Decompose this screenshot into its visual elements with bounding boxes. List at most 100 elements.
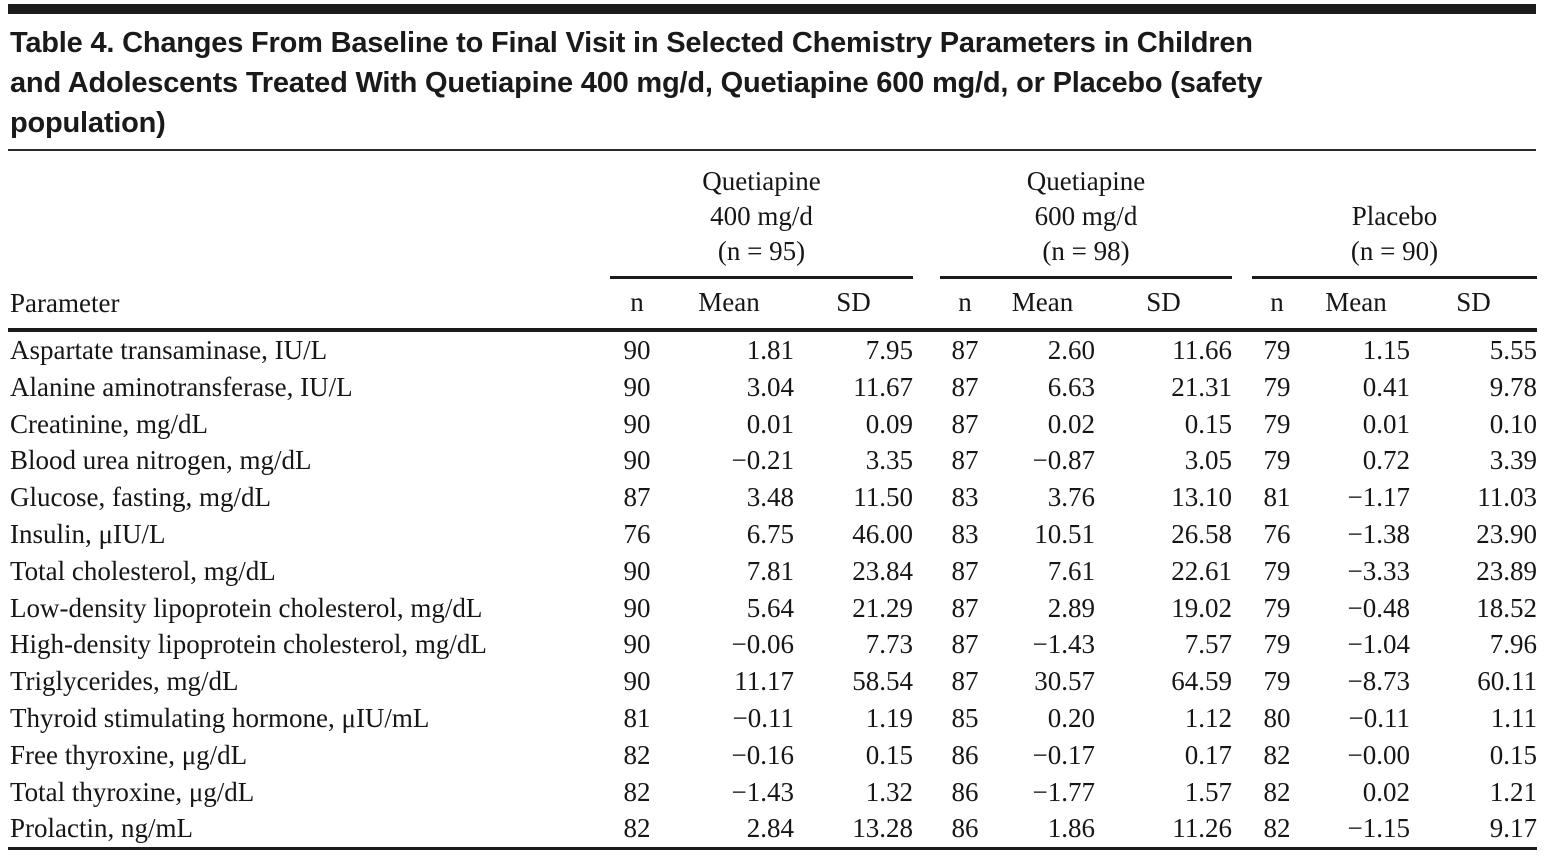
column-gap bbox=[1232, 663, 1252, 700]
value-cell: 80 bbox=[1263, 702, 1291, 733]
value-cell: 90 bbox=[623, 629, 651, 660]
value-cell: 2.60 bbox=[1047, 335, 1095, 365]
value-cell: 1.12 bbox=[1184, 702, 1232, 733]
value-cell: 11.17 bbox=[734, 666, 794, 697]
value-cell: 90 bbox=[623, 592, 651, 623]
value-cell: 23.90 bbox=[1476, 518, 1538, 549]
column-gap bbox=[1232, 479, 1252, 516]
value-cell: −0.17 bbox=[1032, 739, 1095, 770]
value-cell: 11.03 bbox=[1477, 482, 1538, 513]
value-cell: 86 bbox=[940, 810, 990, 851]
value-cell: 87 bbox=[951, 335, 979, 365]
value-cell: 1.19 bbox=[865, 702, 913, 733]
group-header-row: Parameter Quetiapine 400 mg/d (n = 95) Q… bbox=[8, 163, 1538, 332]
col-header-n: n bbox=[610, 277, 664, 332]
column-gap bbox=[913, 330, 940, 369]
table-row: Triglycerides, mg/dL 90 11.17 58.54 87 30.57 6… bbox=[8, 663, 1537, 700]
col-header-sd: SD bbox=[794, 277, 913, 332]
value-cell: 30.57 bbox=[1034, 666, 1095, 697]
parameter-cell: Low-density lipoprotein cholesterol, mg/… bbox=[10, 592, 483, 623]
parameter-cell: Glucose, fasting, mg/dL bbox=[10, 482, 271, 513]
column-gap bbox=[1232, 626, 1252, 663]
column-gap bbox=[1232, 369, 1252, 406]
parameter-cell: Creatinine, mg/dL bbox=[10, 408, 208, 439]
value-cell: 7.81 bbox=[746, 555, 794, 586]
value-cell: 18.52 bbox=[1476, 592, 1538, 623]
chemistry-table: Parameter Quetiapine 400 mg/d (n = 95) Q… bbox=[8, 163, 1538, 851]
column-gap bbox=[1232, 163, 1252, 278]
value-cell: 87 bbox=[951, 371, 979, 402]
value-cell: 90 bbox=[623, 445, 651, 476]
group-header-line: 400 mg/d bbox=[710, 201, 813, 231]
column-gap bbox=[913, 277, 940, 332]
parameter-cell: High-density lipoprotein cholesterol, mg… bbox=[10, 629, 487, 660]
table-row: Aspartate transaminase, IU/L 90 1.81 7.95 87… bbox=[8, 330, 1537, 369]
column-gap bbox=[1232, 700, 1252, 737]
value-cell: 6.75 bbox=[746, 518, 794, 549]
value-cell: −1.17 bbox=[1347, 482, 1410, 513]
column-gap bbox=[1232, 810, 1252, 851]
table-row: Free thyroxine, μg/dL 82 −0.16 0.15 86 −0.17 0… bbox=[8, 737, 1537, 774]
column-gap bbox=[913, 700, 940, 737]
value-cell: 13.10 bbox=[1171, 482, 1232, 513]
value-cell: 21.31 bbox=[1171, 371, 1232, 402]
title-line: population) bbox=[10, 107, 166, 139]
column-gap bbox=[913, 369, 940, 406]
group-header-line: Placebo bbox=[1351, 201, 1438, 231]
value-cell: −8.73 bbox=[1347, 666, 1410, 697]
table-row: Total thyroxine, μg/dL 82 −1.43 1.32 86 −1.77… bbox=[8, 774, 1537, 811]
value-cell: 0.41 bbox=[1362, 371, 1410, 402]
col-header-mean: Mean bbox=[990, 277, 1095, 332]
value-cell: 90 bbox=[623, 335, 651, 365]
value-cell: 87 bbox=[951, 592, 979, 623]
column-gap bbox=[913, 406, 940, 443]
parameter-cell: Aspartate transaminase, IU/L bbox=[10, 335, 328, 365]
value-cell: 11.50 bbox=[853, 482, 913, 513]
value-cell: 60.11 bbox=[1477, 666, 1538, 697]
parameter-cell: Blood urea nitrogen, mg/dL bbox=[10, 445, 312, 476]
value-cell: 3.05 bbox=[1184, 445, 1232, 476]
value-cell: 1.11 bbox=[1490, 702, 1538, 733]
value-cell: 81 bbox=[623, 702, 651, 733]
group-header-quetiapine-600: Quetiapine 600 mg/d (n = 98) bbox=[940, 163, 1232, 279]
value-cell: 1.86 bbox=[990, 810, 1095, 851]
value-cell: −0.11 bbox=[1348, 702, 1410, 733]
value-cell: 87 bbox=[951, 408, 979, 439]
value-cell: 85 bbox=[951, 702, 979, 733]
title-line: Table 4. Changes From Baseline to Final … bbox=[10, 27, 1253, 59]
column-gap bbox=[1232, 277, 1252, 332]
value-cell: 82 bbox=[623, 776, 651, 807]
parameter-cell: Triglycerides, mg/dL bbox=[10, 666, 239, 697]
title-line: and Adolescents Treated With Quetiapine … bbox=[10, 67, 1263, 99]
value-cell: 1.57 bbox=[1184, 776, 1232, 807]
value-cell: 90 bbox=[623, 371, 651, 402]
column-gap bbox=[913, 663, 940, 700]
value-cell: 1.21 bbox=[1489, 776, 1538, 807]
value-cell: 0.01 bbox=[746, 408, 794, 439]
column-gap bbox=[913, 163, 940, 278]
value-cell: 83 bbox=[951, 482, 979, 513]
value-cell: −3.33 bbox=[1347, 555, 1410, 586]
table-row: Blood urea nitrogen, mg/dL 90 −0.21 3.35 87 −… bbox=[8, 442, 1537, 479]
value-cell: 58.54 bbox=[852, 666, 913, 697]
value-cell: 7.73 bbox=[865, 629, 913, 660]
parameter-column-header: Parameter bbox=[8, 163, 610, 332]
group-header-line: (n = 95) bbox=[717, 236, 806, 266]
column-gap bbox=[913, 442, 940, 479]
column-gap bbox=[1232, 442, 1252, 479]
value-cell: 90 bbox=[623, 555, 651, 586]
value-cell: 0.02 bbox=[1362, 776, 1410, 807]
value-cell: 3.04 bbox=[746, 371, 794, 402]
value-cell: 79 bbox=[1263, 629, 1291, 660]
value-cell: −0.87 bbox=[1032, 445, 1095, 476]
column-gap bbox=[1232, 737, 1252, 774]
value-cell: −1.04 bbox=[1347, 629, 1410, 660]
table-row: Glucose, fasting, mg/dL 87 3.48 11.50 83 3.76… bbox=[8, 479, 1537, 516]
value-cell: 10.51 bbox=[1034, 518, 1095, 549]
value-cell: 2.84 bbox=[664, 810, 794, 851]
parameter-cell: Free thyroxine, μg/dL bbox=[10, 739, 248, 770]
value-cell: 3.35 bbox=[865, 445, 913, 476]
value-cell: 19.02 bbox=[1171, 592, 1232, 623]
table-row: Insulin, μIU/L 76 6.75 46.00 83 10.51 26.58 76 −… bbox=[8, 516, 1537, 553]
